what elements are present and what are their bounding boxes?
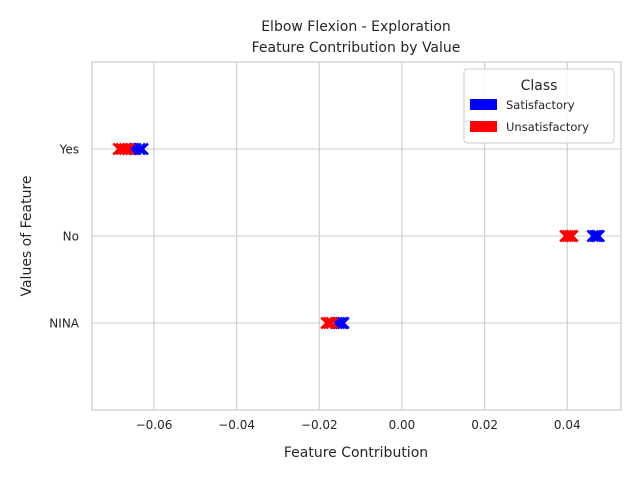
chart-title: Elbow Flexion - Exploration Feature Cont… <box>252 19 461 56</box>
legend-swatch-unsatisfactory <box>470 121 497 132</box>
y-tick-label: Yes <box>59 143 79 157</box>
tick-labels: −0.06 −0.04 −0.02 0.00 0.02 0.04 Yes No NINA <box>49 143 580 433</box>
data-point-unsatisfactory <box>325 316 339 330</box>
data-point-unsatisfactory <box>322 316 336 330</box>
plot-area-frame <box>91 61 622 411</box>
x-tick-label: 0.04 <box>554 418 581 432</box>
legend-swatch-satisfactory <box>470 99 497 110</box>
data-point-unsatisfactory <box>320 316 334 330</box>
data-point-unsatisfactory <box>561 229 575 243</box>
legend: Class Satisfactory Unsatisfactory <box>463 68 615 144</box>
data-point-satisfactory <box>336 316 350 330</box>
legend-label-unsatisfactory: Unsatisfactory <box>506 120 589 134</box>
x-tick-label: −0.02 <box>301 418 338 432</box>
x-tick-label: −0.06 <box>136 418 173 432</box>
legend-frame <box>463 68 615 144</box>
x-axis-label: Feature Contribution <box>284 445 428 461</box>
y-axis-label: Values of Feature <box>19 175 35 296</box>
chart-title-line-1: Elbow Flexion - Exploration <box>261 19 451 35</box>
y-tick-label: NINA <box>49 317 79 331</box>
data-point-satisfactory <box>136 142 149 156</box>
data-point-unsatisfactory <box>121 142 135 156</box>
data-point-unsatisfactory <box>565 229 579 243</box>
x-tick-label: −0.04 <box>218 418 255 432</box>
chart-title-line-2: Feature Contribution by Value <box>252 40 461 56</box>
data-points <box>112 142 606 330</box>
y-tick-label: No <box>63 230 79 244</box>
legend-title: Class <box>521 78 558 94</box>
x-tick-label: 0.02 <box>471 418 498 432</box>
legend-label-satisfactory: Satisfactory <box>506 98 575 112</box>
data-point-satisfactory <box>133 142 146 156</box>
x-tick-label: 0.00 <box>389 418 416 432</box>
data-point-unsatisfactory <box>118 142 132 156</box>
data-point-satisfactory <box>592 229 606 243</box>
